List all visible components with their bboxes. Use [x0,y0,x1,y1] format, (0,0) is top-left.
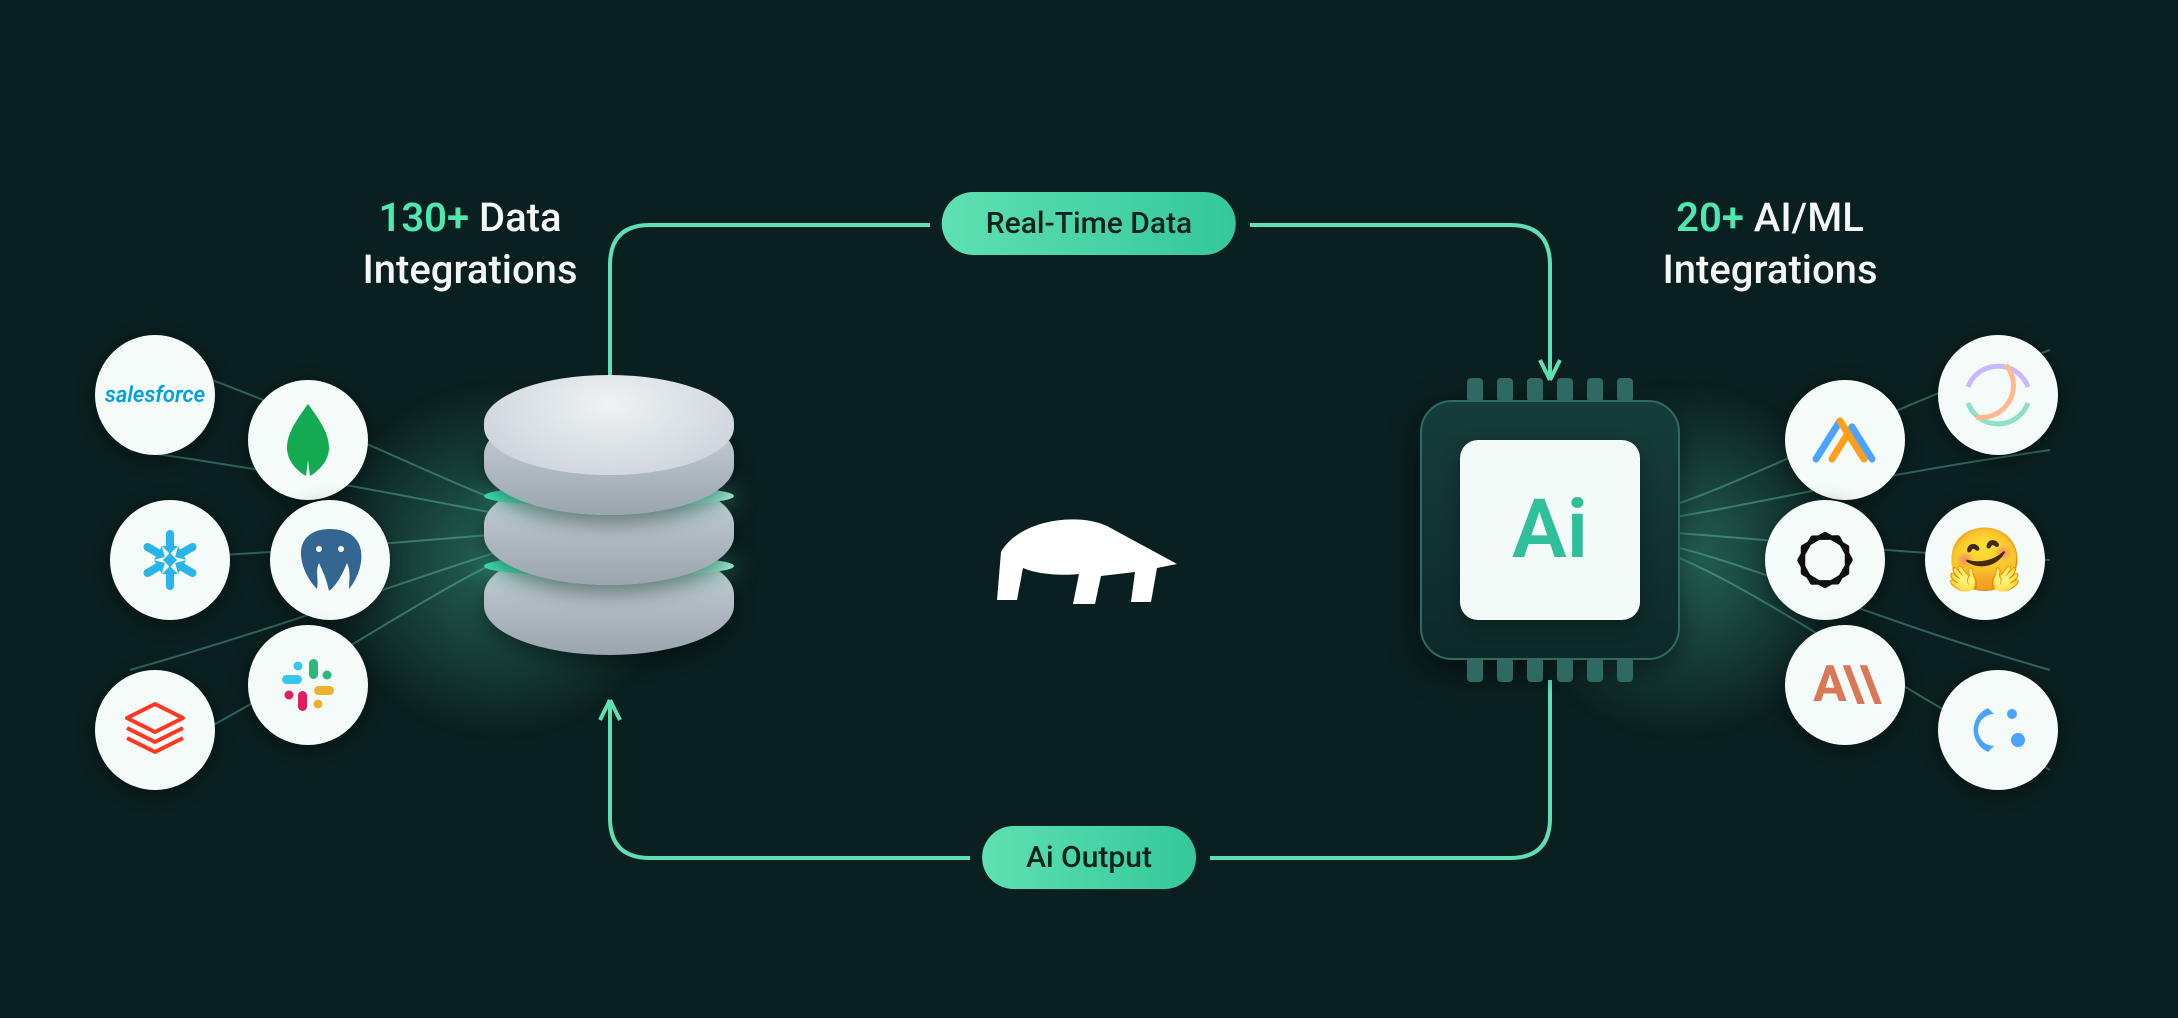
chip-pins-top [1467,378,1633,402]
cohere-icon [1938,335,2058,455]
postgresql-icon [270,500,390,620]
huggingface-emoji: 🤗 [1946,524,2023,597]
heading-data-integrations: 130+ Data Integrations [280,192,660,296]
heading-right-line1: AI/ML [1754,194,1864,241]
pill-real-time-data: Real-Time Data [942,192,1236,255]
snowflake-icon [110,500,230,620]
heading-right-count: 20+ [1676,194,1744,241]
generic-ai-icon [1938,670,2058,790]
anthropic-glyph: A\\ [1813,656,1877,714]
heading-ai-integrations: 20+ AI/ML Integrations [1590,192,1950,296]
pill-top-label: Real-Time Data [986,206,1192,241]
ai-chip-inner: Ai [1460,440,1640,620]
slack-icon [248,625,368,745]
huggingface-icon: 🤗 [1925,500,2045,620]
heading-right-line2: Integrations [1662,246,1877,293]
heading-left-line2: Integrations [362,246,577,293]
salesforce-icon: salesforce [95,335,215,455]
polar-bear-logo-icon [989,490,1189,610]
salesforce-icon-label: salesforce [105,383,205,408]
heading-left-count: 130+ [378,194,469,241]
anthropic-icon: A\\ [1785,625,1905,745]
ai-chip: Ai [1420,400,1680,660]
pill-bottom-label: Ai Output [1026,840,1152,875]
mongodb-icon [248,380,368,500]
ai-chip-label: Ai [1512,482,1588,578]
pill-ai-output: Ai Output [982,826,1196,889]
heading-left-line1: Data [479,194,562,241]
openai-icon [1765,500,1885,620]
amplitude-icon [1785,380,1905,500]
chip-pins-bottom [1467,658,1633,682]
databricks-icon [95,670,215,790]
database-icon [484,385,734,655]
